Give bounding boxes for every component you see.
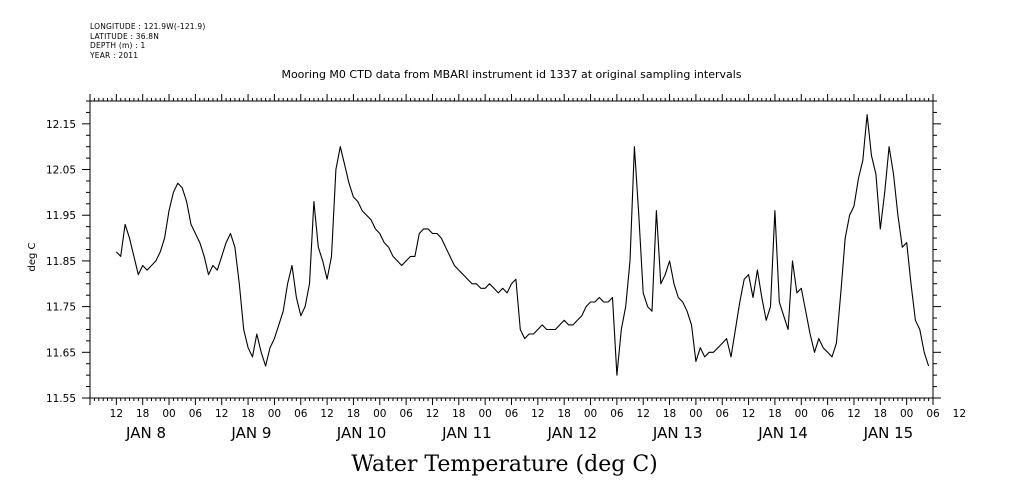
- x-hour-tick-label: 12: [320, 408, 333, 420]
- x-hour-tick-label: 18: [241, 408, 254, 420]
- x-hour-tick-label: 18: [347, 408, 360, 420]
- x-day-label: JAN 8: [125, 424, 166, 442]
- x-hour-tick-label: 06: [189, 408, 203, 420]
- x-day-label: JAN 13: [652, 424, 703, 442]
- series-layer: [115, 114, 930, 376]
- x-hour-tick-label: 00: [900, 408, 913, 420]
- x-hour-tick-label: 06: [505, 408, 519, 420]
- x-hour-tick-label: 06: [821, 408, 835, 420]
- x-hour-tick-label: 00: [795, 408, 808, 420]
- depth-label: DEPTH (m) : 1: [90, 41, 146, 50]
- y-tick-label: 11.95: [46, 210, 76, 222]
- x-hour-tick-label: 12: [531, 408, 544, 420]
- y-tick-label: 11.75: [46, 302, 76, 314]
- longitude-label: LONGITUDE : 121.9W(-121.9): [90, 22, 206, 31]
- x-hour-tick-label: 06: [926, 408, 940, 420]
- x-hour-tick-label: 18: [136, 408, 149, 420]
- y-tick-label: 12.05: [46, 165, 76, 177]
- x-hour-tick-label: 00: [373, 408, 386, 420]
- x-hour-tick-label: 00: [689, 408, 702, 420]
- x-hour-tick-label: 12: [637, 408, 650, 420]
- x-hour-tick-label: 18: [452, 408, 465, 420]
- y-tick-label: 11.65: [46, 347, 76, 359]
- x-hour-tick-label: 00: [268, 408, 281, 420]
- x-hour-tick-label: 06: [610, 408, 624, 420]
- x-hour-tick-label: 12: [215, 408, 228, 420]
- x-day-label: JAN 10: [336, 424, 387, 442]
- year-label: YEAR : 2011: [90, 50, 139, 60]
- x-hour-tick-label: 06: [294, 408, 308, 420]
- y-tick-label: 12.15: [46, 119, 76, 131]
- y-tick-label: 11.55: [46, 393, 76, 405]
- y-axis-label: deg C: [27, 242, 38, 271]
- x-day-label: JAN 14: [757, 424, 808, 442]
- x-hour-tick-label: 12: [953, 408, 966, 420]
- x-axis-title: Water Temperature (deg C): [351, 452, 658, 477]
- x-hour-tick-label: 00: [162, 408, 175, 420]
- tick-labels: deg C 12 18 00 06 12 18 00 06 12 18 00 06 12 18 00 06 12…: [27, 119, 966, 442]
- x-hour-tick-label: 00: [478, 408, 491, 420]
- x-day-label: JAN 9: [230, 424, 271, 442]
- chart-title: Mooring M0 CTD data from MBARI instrumen…: [281, 68, 742, 81]
- x-hour-tick-label: 12: [847, 408, 860, 420]
- x-hour-tick-label: 18: [768, 408, 781, 420]
- x-hour-tick-label: 12: [110, 408, 123, 420]
- y-tick-label: 11.85: [46, 256, 76, 268]
- axes-frame: [82, 94, 941, 405]
- latitude-label: LATITUDE : 36.8N: [90, 31, 160, 41]
- x-hour-tick-label: 18: [663, 408, 676, 420]
- x-day-label: JAN 12: [547, 424, 598, 442]
- x-hour-tick-label: 00: [584, 408, 597, 420]
- plot-frame: [89, 100, 934, 399]
- temperature-series-line: [115, 114, 930, 376]
- x-hour-tick-label: 18: [874, 408, 887, 420]
- x-day-label: JAN 11: [441, 424, 492, 442]
- metadata-block: LONGITUDE : 121.9W(-121.9) LATITUDE : 36…: [90, 22, 205, 60]
- x-hour-tick-label: 06: [399, 408, 413, 420]
- x-hour-tick-label: 06: [716, 408, 730, 420]
- x-hour-tick-label: 12: [426, 408, 439, 420]
- x-day-label: JAN 15: [863, 424, 914, 442]
- x-hour-tick-label: 18: [558, 408, 571, 420]
- x-hour-tick-label: 12: [742, 408, 755, 420]
